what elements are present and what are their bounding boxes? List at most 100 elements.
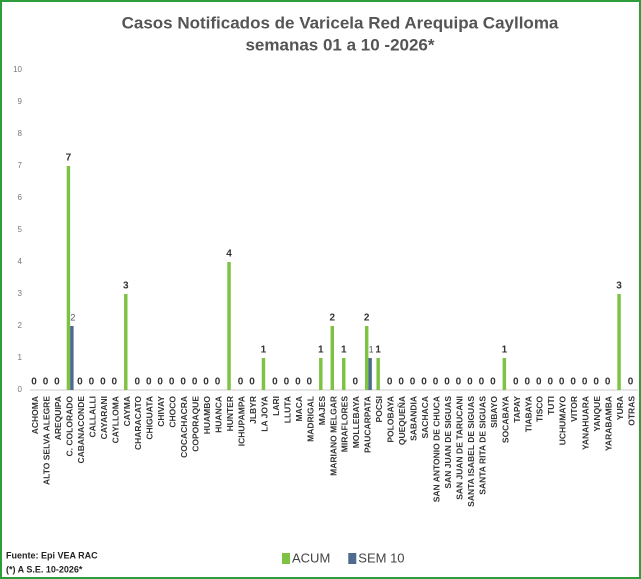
y-tick-label: 10 [13, 65, 22, 74]
value-label: 0 [410, 377, 416, 388]
x-tick-label: HUANCA [214, 396, 224, 433]
value-label: 4 [226, 249, 232, 260]
value-label: 0 [89, 377, 95, 388]
x-tick-label: MADRIGAL [305, 396, 315, 442]
value-label: 0 [490, 377, 496, 388]
x-tick-label: HUNTER [225, 396, 235, 431]
x-tick-label: POLOBAYA [386, 396, 396, 443]
x-tick-label: SAN ANTONIO DE CHUCA [431, 396, 441, 502]
value-label: 0 [272, 377, 278, 388]
y-tick-label: 8 [18, 129, 23, 138]
value-label: 0 [513, 377, 519, 388]
x-tick-label: CHOCO [168, 396, 178, 428]
value-label: 2 [364, 313, 370, 324]
x-tick-label: VITOR [569, 396, 579, 422]
y-tick-label: 4 [18, 257, 23, 266]
x-tick-label: MIRAFLORES [340, 396, 350, 453]
chart-subtitle: semanas 01 a 10 -2026* [245, 35, 434, 54]
legend-swatch [282, 553, 290, 564]
x-tick-label: SIBAYO [489, 396, 499, 428]
value-label: 0 [157, 377, 163, 388]
x-tick-label: QUEQUEÑA [397, 396, 407, 445]
value-label: 0 [295, 377, 301, 388]
y-tick-label: 6 [18, 193, 23, 202]
bar [70, 326, 74, 390]
legend-label: SEM 10 [358, 550, 404, 565]
bar [502, 358, 507, 390]
x-tick-label: SABANDIA [409, 396, 419, 441]
value-label: 0 [398, 377, 404, 388]
y-tick-label: 3 [18, 289, 23, 298]
value-label: 0 [307, 377, 313, 388]
x-tick-label: MOLLEBAYA [351, 396, 361, 448]
value-label: 0 [525, 377, 531, 388]
value-label: 0 [180, 377, 186, 388]
bar [342, 358, 346, 390]
x-tick-label: LA JOYA [259, 396, 269, 432]
x-tick-label: YANQUE [592, 396, 602, 432]
legend-label: ACUM [292, 550, 330, 565]
x-tick-label: YANAHUARA [581, 396, 591, 450]
x-tick-label: CAYLLOMA [110, 396, 120, 443]
x-tick-label: MACA [294, 396, 304, 422]
y-tick-label: 7 [18, 161, 23, 170]
x-tick-label: TIABAYA [523, 396, 533, 432]
x-tick-label: CALLALLI [87, 396, 97, 438]
x-tick-label: TUTI [546, 396, 556, 415]
x-tick-label: COCACHACRA [179, 396, 189, 458]
value-label: 0 [467, 377, 473, 388]
value-label: 2 [70, 312, 75, 322]
x-tick-label: TAPAY [512, 396, 522, 423]
x-tick-label: AREQUIPA [53, 396, 63, 440]
value-label: 0 [444, 377, 450, 388]
value-label: 0 [192, 377, 198, 388]
x-tick-label: C. COLORADO [64, 396, 74, 457]
note: (*) A S.E. 10-2026* [6, 564, 83, 574]
x-tick-label: YARABAMBA [604, 396, 614, 451]
source: Fuente: Epi VEA RAC [6, 550, 98, 560]
x-tick-label: LARI [271, 396, 281, 416]
x-tick-label: SACHACA [420, 396, 430, 439]
x-tick-label: SAN JUAN DE SIGUAS [443, 396, 453, 489]
x-tick-label: ALTO SELVA ALEGRE [41, 396, 51, 485]
bar [368, 358, 372, 390]
x-tick-label: SANTA ISABEL DE SIGUAS [466, 396, 476, 507]
value-label: 0 [215, 377, 221, 388]
x-tick-label: CHARACATO [133, 396, 143, 450]
value-label: 0 [238, 377, 244, 388]
value-label: 0 [352, 377, 358, 388]
x-tick-label: CAYARANI [99, 396, 109, 439]
x-tick-label: MAJES [317, 396, 327, 426]
x-tick-label: SAN JUAN DE TARUCANI [454, 396, 464, 500]
x-tick-label: COPORAQUE [191, 396, 201, 452]
value-label: 3 [616, 281, 622, 292]
y-tick-label: 2 [18, 321, 23, 330]
value-label: 0 [249, 377, 255, 388]
x-tick-label: ICHUPAMPA [236, 396, 246, 446]
value-label: 0 [203, 377, 209, 388]
x-tick-label: YURA [615, 396, 625, 420]
bar [376, 358, 380, 390]
value-label: 1 [375, 345, 381, 356]
x-tick-label: CABANACONDE [76, 396, 86, 464]
x-tick-label: SANTA RITA DE SIGUAS [477, 396, 487, 495]
x-tick-label: CHIGUATA [145, 396, 155, 440]
y-tick-label: 0 [18, 385, 23, 394]
bar [364, 326, 369, 390]
value-label: 0 [628, 377, 634, 388]
bar [227, 262, 231, 390]
value-label: 0 [559, 377, 565, 388]
value-label: 0 [31, 377, 37, 388]
y-tick-label: 5 [18, 225, 23, 234]
chart-title: Casos Notificados de Varicela Red Arequi… [122, 13, 559, 32]
x-tick-label: CAYMA [122, 396, 132, 426]
x-tick-label: POCSI [374, 396, 384, 422]
value-label: 0 [605, 377, 611, 388]
bar [617, 294, 621, 390]
value-label: 0 [582, 377, 588, 388]
value-label: 0 [593, 377, 599, 388]
value-label: 0 [387, 377, 393, 388]
bar [330, 326, 334, 390]
value-label: 0 [77, 377, 83, 388]
